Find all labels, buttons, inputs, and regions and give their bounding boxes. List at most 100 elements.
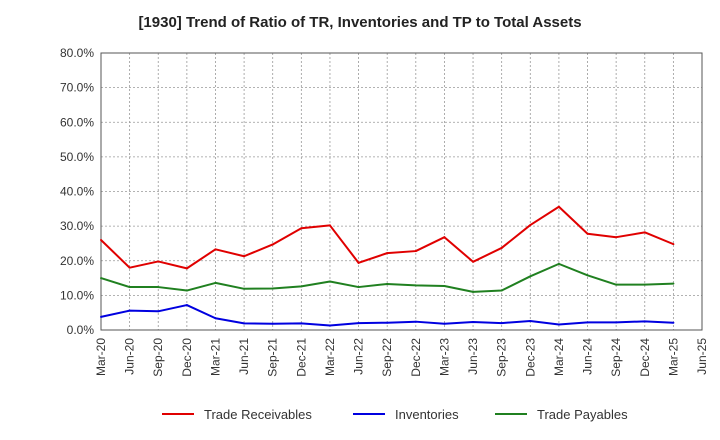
x-tick-label: Sep-23 (495, 338, 509, 377)
data-point-trade-receivables (214, 248, 217, 251)
x-tick-label: Jun-25 (695, 338, 709, 375)
data-point-trade-receivables (500, 246, 503, 249)
x-tick-label: Jun-22 (352, 338, 366, 375)
data-point-trade-payables (557, 262, 560, 265)
data-point-inventories (529, 319, 532, 322)
data-point-trade-receivables (271, 243, 274, 246)
x-tick-label: Mar-23 (437, 338, 451, 376)
data-point-trade-receivables (472, 260, 475, 263)
x-tick-label: Jun-21 (237, 338, 251, 375)
data-point-inventories (615, 321, 618, 324)
data-point-trade-payables (386, 282, 389, 285)
data-point-inventories (672, 321, 675, 324)
chart-title: [1930] Trend of Ratio of TR, Inventories… (138, 14, 582, 31)
data-point-inventories (500, 322, 503, 325)
data-point-inventories (328, 324, 331, 327)
data-point-trade-payables (214, 281, 217, 284)
data-point-trade-payables (243, 287, 246, 290)
x-tick-label: Mar-24 (552, 338, 566, 376)
data-point-inventories (271, 322, 274, 325)
data-point-inventories (443, 322, 446, 325)
y-tick-label: 70.0% (60, 81, 94, 95)
data-point-trade-payables (300, 285, 303, 288)
data-point-inventories (214, 317, 217, 320)
x-tick-label: Jun-24 (581, 338, 595, 375)
legend-label-trade-receivables: Trade Receivables (204, 407, 312, 422)
data-point-trade-receivables (185, 267, 188, 270)
data-point-trade-payables (500, 289, 503, 292)
data-point-trade-payables (357, 286, 360, 289)
data-point-trade-receivables (100, 238, 102, 241)
data-point-trade-payables (414, 284, 417, 287)
y-tick-label: 30.0% (60, 219, 94, 233)
data-point-inventories (586, 321, 589, 324)
y-tick-label: 50.0% (60, 150, 94, 164)
data-point-trade-payables (643, 283, 646, 286)
x-tick-label: Mar-21 (208, 338, 222, 376)
x-tick-label: Jun-20 (123, 338, 137, 375)
x-tick-label: Dec-23 (523, 338, 537, 377)
legend-label-trade-payables: Trade Payables (537, 407, 628, 422)
data-point-trade-receivables (615, 236, 618, 239)
data-point-trade-payables (328, 280, 331, 283)
data-point-inventories (386, 321, 389, 324)
data-point-trade-receivables (243, 255, 246, 258)
data-point-trade-receivables (529, 224, 532, 227)
data-point-trade-payables (100, 277, 102, 280)
data-point-trade-payables (529, 275, 532, 278)
data-point-inventories (100, 315, 102, 318)
data-point-trade-payables (271, 287, 274, 290)
y-tick-label: 0.0% (67, 323, 95, 337)
data-point-trade-payables (615, 283, 618, 286)
y-tick-label: 40.0% (60, 185, 94, 199)
data-point-trade-receivables (386, 252, 389, 255)
data-point-trade-receivables (557, 205, 560, 208)
data-point-inventories (643, 320, 646, 323)
data-point-trade-payables (157, 286, 160, 289)
legend-label-inventories: Inventories (395, 407, 459, 422)
y-tick-label: 60.0% (60, 115, 94, 129)
data-point-trade-receivables (443, 236, 446, 239)
data-point-trade-receivables (128, 266, 131, 269)
data-point-trade-receivables (157, 260, 160, 263)
x-tick-label: Mar-25 (666, 338, 680, 376)
x-tick-label: Dec-20 (180, 338, 194, 377)
data-point-trade-payables (586, 274, 589, 277)
y-tick-label: 10.0% (60, 288, 94, 302)
x-tick-label: Sep-22 (380, 338, 394, 377)
data-point-inventories (157, 310, 160, 313)
x-tick-label: Sep-24 (609, 338, 623, 377)
x-tick-label: Mar-20 (94, 338, 108, 376)
data-point-trade-payables (185, 289, 188, 292)
data-point-inventories (300, 322, 303, 325)
data-point-trade-payables (472, 290, 475, 293)
x-tick-label: Dec-24 (638, 338, 652, 377)
x-tick-label: Dec-21 (294, 338, 308, 377)
data-point-trade-payables (443, 285, 446, 288)
data-point-inventories (414, 320, 417, 323)
data-point-inventories (472, 321, 475, 324)
x-tick-label: Jun-23 (466, 338, 480, 375)
x-tick-label: Sep-20 (151, 338, 165, 377)
data-point-trade-receivables (357, 261, 360, 264)
data-point-inventories (185, 304, 188, 307)
data-point-trade-receivables (586, 232, 589, 235)
data-point-trade-receivables (643, 231, 646, 234)
y-tick-label: 20.0% (60, 254, 94, 268)
x-tick-label: Dec-22 (409, 338, 423, 377)
data-point-inventories (243, 322, 246, 325)
data-point-trade-payables (128, 286, 131, 289)
data-point-trade-receivables (328, 224, 331, 227)
data-point-trade-receivables (672, 243, 675, 246)
data-point-trade-receivables (414, 250, 417, 253)
plot-frame (100, 52, 703, 331)
data-point-inventories (557, 323, 560, 326)
y-tick-label: 80.0% (60, 46, 94, 60)
data-point-inventories (128, 309, 131, 312)
x-tick-label: Sep-21 (266, 338, 280, 377)
data-point-trade-payables (672, 282, 675, 285)
x-tick-label: Mar-22 (323, 338, 337, 376)
data-point-trade-receivables (300, 227, 303, 230)
data-point-inventories (357, 322, 360, 325)
